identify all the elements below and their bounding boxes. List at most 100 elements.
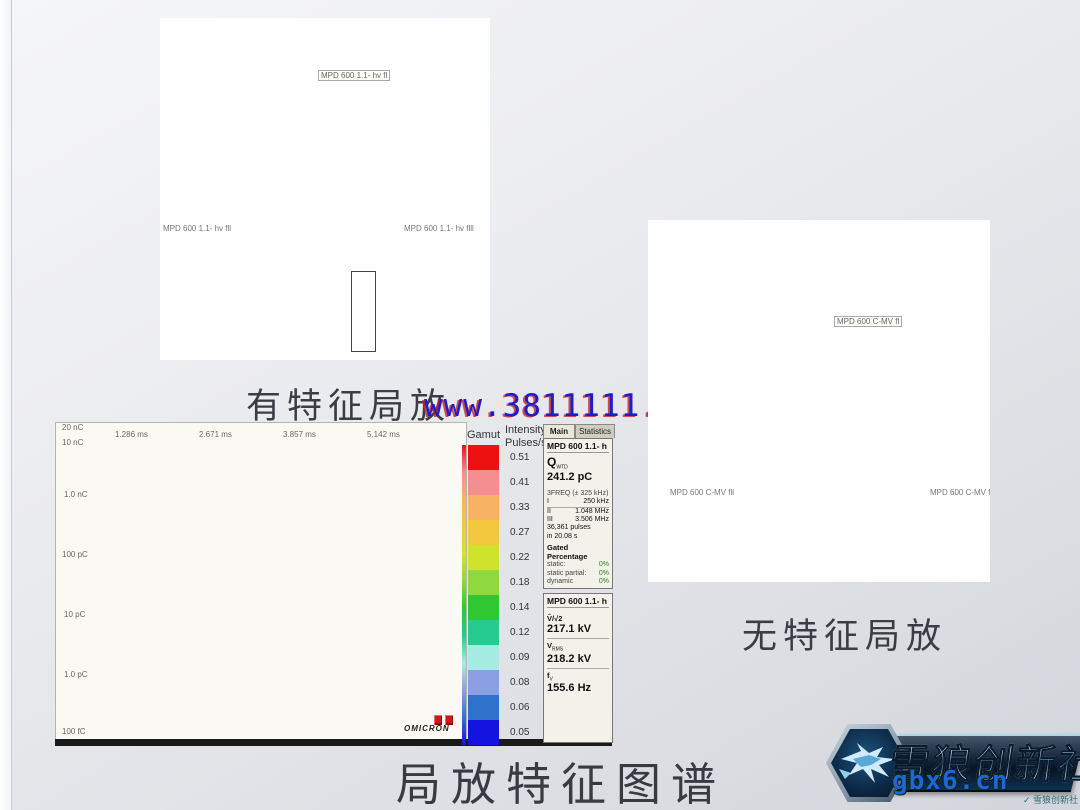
gamut-value: 0.05 — [510, 727, 530, 738]
gated-row-dynamic: dynamic 0% — [547, 578, 609, 586]
gated-row-partial: static partial: 0% — [547, 570, 609, 578]
tab-main[interactable]: Main — [543, 424, 575, 438]
gamut-value: 0.18 — [510, 577, 530, 588]
gamut-mini-strip — [462, 445, 466, 745]
gamut-cell — [468, 720, 499, 745]
gamut-value: 0.22 — [510, 552, 530, 563]
time-tick-1: 1.286 ms — [115, 430, 148, 439]
gamut-cell — [468, 645, 499, 670]
pulse-count: 36,361 pulses — [547, 524, 591, 532]
pard2-axis-left-label: MPD 600 C-MV fll — [670, 488, 735, 497]
gamut-value: 0.12 — [510, 627, 530, 638]
gamut-label: Gamut — [467, 429, 501, 441]
gated-value: 0% — [598, 561, 609, 569]
gated-header: Gated Percentage — [547, 543, 588, 562]
gamut-value: 0.27 — [510, 527, 530, 538]
f-value: 155.6 Hz — [547, 682, 592, 695]
gamut-cell — [468, 520, 499, 545]
chart-bottom-bar — [55, 739, 612, 746]
gamut-cell — [468, 545, 499, 570]
gamut-cell — [468, 695, 499, 720]
amp-tick-20nC: 20 nC — [62, 423, 84, 432]
freq-header: 3FREQ (± 325 kHz) — [547, 489, 609, 497]
selection-rectangle[interactable] — [351, 271, 376, 352]
amp-tick-100fC: 100 fC — [62, 727, 86, 736]
gamut-cell — [468, 595, 499, 620]
q-subscript: WTD — [556, 464, 568, 471]
freq-label: II — [547, 507, 551, 515]
time-tick-4: 5.142 ms — [367, 430, 400, 439]
v2-value: 218.2 kV — [547, 652, 592, 665]
prpd-chart — [55, 422, 467, 742]
gamut-value: 0.06 — [510, 702, 530, 713]
gamut-value: 0.14 — [510, 602, 530, 613]
gamut-value: 0.08 — [510, 677, 530, 688]
omicron-logo-mark-2 — [445, 715, 453, 725]
v2-row: VRMS — [547, 641, 609, 652]
pard2-axis-right-label: MPD 600 C-MV flll — [930, 488, 990, 497]
wolf-icon — [839, 743, 895, 783]
freq-row-2: II 1.048 MHz — [547, 508, 609, 516]
gated-value: 0% — [598, 577, 609, 585]
pard-plot-2-canvas — [648, 220, 990, 582]
q-row: QWTD — [547, 455, 609, 470]
freq-row-3: III 3.506 MHz — [547, 516, 609, 524]
omicron-logo-mark-1 — [434, 715, 442, 725]
freq-value: 250 kHz — [583, 498, 609, 506]
panel1-title: MPD 600 1.1- h — [547, 441, 609, 454]
time-tick-3: 3.857 ms — [283, 430, 316, 439]
v1-label: V̂/√2 — [547, 614, 563, 624]
gamut-value: 0.33 — [510, 502, 530, 513]
freq-value: 3.506 MHz — [575, 515, 609, 523]
panel2-title: MPD 600 1.1- h — [547, 596, 609, 609]
gamut-value: 0.09 — [510, 652, 530, 663]
tab-statistics[interactable]: Statistics — [575, 424, 615, 438]
freq-row-1: I 250 kHz — [547, 498, 609, 508]
amp-tick-1pC: 1.0 pC — [64, 670, 88, 679]
gamut-value: 0.51 — [510, 452, 530, 463]
omicron-brand: OMICRON — [404, 724, 450, 733]
intensity-label-line2: Pulses/s: — [505, 437, 550, 449]
pulse-duration: in 20.08 s — [547, 532, 578, 540]
caption-with-pd: 有特征局放 — [246, 387, 452, 427]
v2-label: V — [547, 641, 553, 651]
logo-badge: 雪狼创新社 gbx6.cn ✓ 雪狼创新社 — [826, 724, 1080, 806]
iec-header: IEC 60270 status — [547, 586, 609, 588]
amp-tick-1nC: 1.0 nC — [64, 490, 88, 499]
measurement-panel-voltage: MPD 600 1.1- h V̂/√2 217.1 kV VRMS 218.2… — [543, 593, 613, 743]
amp-tick-100pC: 100 pC — [62, 550, 88, 559]
amp-tick-10nC: 10 nC — [62, 438, 84, 447]
gated-value: 0% — [598, 569, 609, 577]
gated-label: static partial: — [547, 569, 587, 577]
amp-tick-10pC: 10 pC — [64, 610, 86, 619]
gamut-cell — [468, 470, 499, 495]
gated-row-static: static: 0% — [547, 561, 609, 569]
f-label: f — [547, 670, 550, 680]
q-symbol: Q — [547, 455, 557, 470]
logo-hexagon — [831, 729, 907, 797]
v2-subscript: RMS — [552, 646, 564, 653]
freq-label: I — [547, 498, 549, 506]
prpd-canvas — [56, 423, 466, 741]
page-title: 局放特征图谱 — [396, 758, 727, 810]
q-value: 241.2 pC — [547, 470, 593, 483]
logo-overlay-url: gbx6.cn — [892, 766, 1009, 796]
gamut-cell — [468, 570, 499, 595]
freq-label: III — [547, 515, 553, 523]
f-subscript: V — [549, 676, 553, 683]
pard-plot-no-pd: MPD 600 C-MV fl MPD 600 C-MV fll MPD 600… — [648, 220, 990, 582]
v1-value: 217.1 kV — [547, 623, 592, 636]
caption-no-pd: 无特征局放 — [742, 617, 948, 657]
gamut-cell — [468, 445, 499, 470]
measurement-panel-main: MPD 600 1.1- h QWTD 241.2 pC 3FREQ (± 32… — [543, 438, 613, 589]
gamut-cell — [468, 495, 499, 520]
slide-edge — [0, 0, 12, 810]
gamut-value: 0.41 — [510, 477, 530, 488]
gamut-cell — [468, 670, 499, 695]
f-row: fV — [547, 671, 609, 682]
time-tick-2: 2.671 ms — [199, 430, 232, 439]
pard2-axis-top-label: MPD 600 C-MV fl — [834, 316, 903, 327]
gated-label: static: — [547, 561, 566, 569]
freq-value: 1.048 MHz — [575, 507, 609, 515]
